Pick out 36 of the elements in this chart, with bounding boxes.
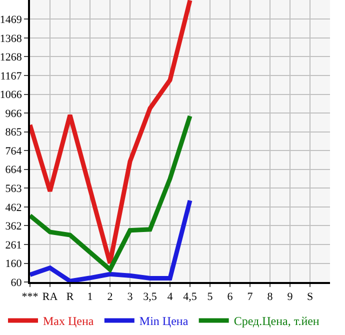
y-tick-label: 1167 <box>0 70 22 82</box>
legend-label: Min Цена <box>139 314 189 328</box>
x-tick-label: 3,5 <box>143 291 158 304</box>
y-tick-label: 1469 <box>0 14 22 26</box>
x-tick-label: *** <box>22 291 38 304</box>
x-tick-label: 4 <box>167 291 174 304</box>
x-tick-label: 3 <box>127 291 134 304</box>
x-tick-label: 2 <box>107 291 113 304</box>
line-series <box>30 0 192 266</box>
x-tick-label: 9 <box>287 291 294 304</box>
line-series <box>30 114 192 272</box>
y-tick-label: 1066 <box>0 89 22 102</box>
y-tick-label: 1268 <box>0 52 22 64</box>
line-series <box>30 198 192 282</box>
x-tick-label: 7 <box>247 291 254 304</box>
y-tick-label: 764 <box>5 146 22 158</box>
x-tick-label: R <box>66 291 74 304</box>
y-tick-label: 362 <box>5 220 22 233</box>
y-tick-label: 966 <box>5 108 22 120</box>
y-tick-label: 865 <box>5 126 22 139</box>
legend-label: Сред.Цена, т.йен <box>234 314 320 328</box>
y-tick-label: 160 <box>5 258 22 270</box>
x-tick-label: 5 <box>207 291 214 304</box>
y-tick-label: 1368 <box>0 32 22 45</box>
y-tick-label: 60 <box>10 276 22 289</box>
y-tick-label: 563 <box>5 183 22 196</box>
x-tick-label: 8 <box>267 291 274 304</box>
x-tick-label: 6 <box>227 291 234 304</box>
x-tick-label: 1 <box>87 291 93 304</box>
legend-label: Max Цена <box>43 314 94 328</box>
y-tick-label: 462 <box>5 202 22 214</box>
y-tick-label: 664 <box>5 164 22 176</box>
x-tick-label: RA <box>42 291 58 304</box>
y-tick-label: 261 <box>5 239 22 252</box>
x-tick-label: 4,5 <box>183 291 198 304</box>
x-tick-label: S <box>306 291 314 304</box>
